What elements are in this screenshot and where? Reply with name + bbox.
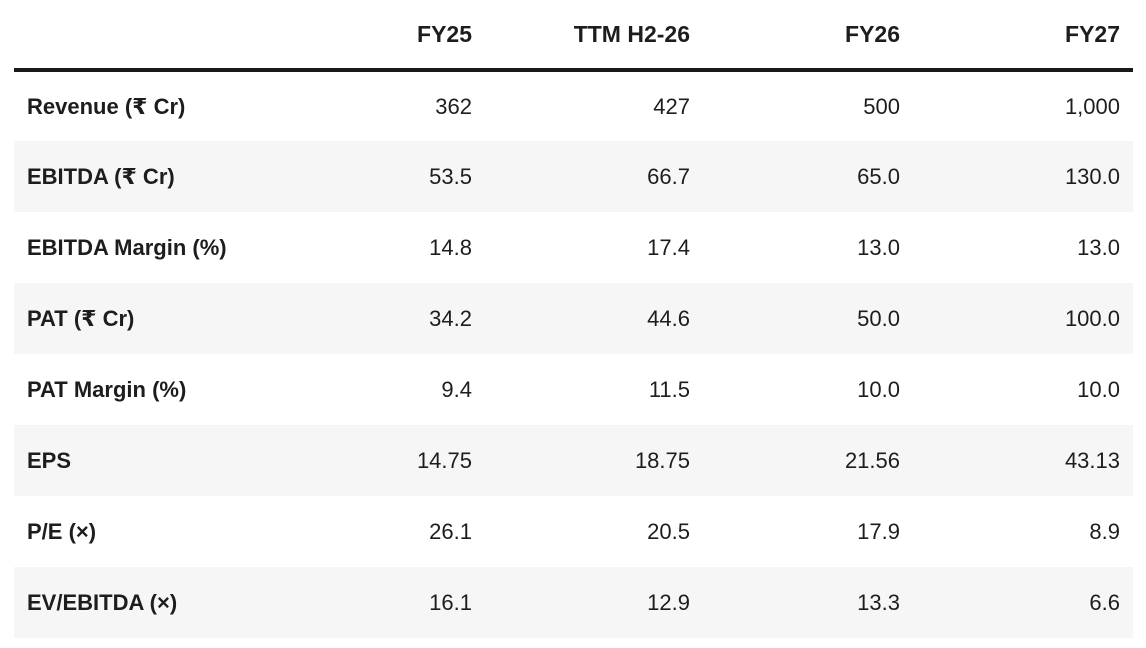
cell-value: 100.0 bbox=[1064, 305, 1120, 331]
cell-value: 21.56 bbox=[844, 447, 900, 473]
cell-value: 20.5 bbox=[647, 518, 690, 544]
cell-value: 10.0 bbox=[857, 376, 900, 402]
cell-value: 16.1 bbox=[429, 589, 472, 615]
cell-value: 26.1 bbox=[429, 518, 472, 544]
table-row: Revenue (₹ Cr) 362 427 500 1,000 bbox=[14, 70, 1133, 141]
row-label: P/E (×) bbox=[27, 518, 97, 544]
cell-value: 53.5 bbox=[429, 163, 472, 189]
table-row: P/E (×) 26.1 20.5 17.9 8.9 bbox=[14, 496, 1133, 567]
col-header-fy25: FY25 bbox=[417, 20, 472, 47]
cell-value: 14.75 bbox=[416, 447, 472, 473]
cell-value: 9.4 bbox=[441, 376, 472, 402]
cell-value: 130.0 bbox=[1064, 163, 1120, 189]
cell-value: 17.4 bbox=[647, 234, 690, 260]
cell-value: 18.75 bbox=[634, 447, 690, 473]
table-row: EV/EBITDA (×) 16.1 12.9 13.3 6.6 bbox=[14, 567, 1133, 638]
cell-value: 12.9 bbox=[647, 589, 690, 615]
table-row: EBITDA (₹ Cr) 53.5 66.7 65.0 130.0 bbox=[14, 141, 1133, 212]
cell-value: 13.0 bbox=[1077, 234, 1120, 260]
cell-value: 362 bbox=[435, 93, 472, 119]
cell-value: 13.3 bbox=[857, 589, 900, 615]
col-header-fy27: FY27 bbox=[1065, 20, 1120, 47]
cell-value: 427 bbox=[653, 93, 690, 119]
row-label: EV/EBITDA (×) bbox=[27, 589, 178, 615]
cell-value: 43.13 bbox=[1064, 447, 1120, 473]
cell-value: 1,000 bbox=[1064, 93, 1120, 119]
cell-value: 65.0 bbox=[857, 163, 900, 189]
table-row: PAT Margin (%) 9.4 11.5 10.0 10.0 bbox=[14, 354, 1133, 425]
financials-table: FY25 TTM H2-26 FY26 FY27 Revenue (₹ Cr) 3… bbox=[14, 0, 1133, 638]
table-row: EPS 14.75 18.75 21.56 43.13 bbox=[14, 425, 1133, 496]
cell-value: 44.6 bbox=[647, 305, 690, 331]
cell-value: 13.0 bbox=[857, 234, 900, 260]
row-label: EPS bbox=[27, 447, 72, 473]
cell-value: 8.9 bbox=[1089, 518, 1120, 544]
cell-value: 6.6 bbox=[1089, 589, 1120, 615]
row-label: EBITDA (₹ Cr) bbox=[27, 163, 175, 189]
financials-table-grid: FY25 TTM H2-26 FY26 FY27 Revenue (₹ Cr) 3… bbox=[14, 0, 1133, 638]
cell-value: 34.2 bbox=[429, 305, 472, 331]
col-header-fy26: FY26 bbox=[845, 20, 900, 47]
row-label-header bbox=[14, 0, 354, 70]
row-label: Revenue (₹ Cr) bbox=[27, 93, 186, 119]
cell-value: 14.8 bbox=[429, 234, 472, 260]
header-row: FY25 TTM H2-26 FY26 FY27 bbox=[14, 0, 1133, 70]
cell-value: 66.7 bbox=[647, 163, 690, 189]
row-label: EBITDA Margin (%) bbox=[27, 234, 227, 260]
row-label: PAT Margin (%) bbox=[27, 376, 187, 402]
cell-value: 50.0 bbox=[857, 305, 900, 331]
cell-value: 11.5 bbox=[648, 376, 690, 402]
col-header-ttm-h2-26: TTM H2-26 bbox=[573, 20, 690, 47]
cell-value: 10.0 bbox=[1077, 376, 1120, 402]
table-row: EBITDA Margin (%) 14.8 17.4 13.0 13.0 bbox=[14, 212, 1133, 283]
cell-value: 500 bbox=[863, 93, 900, 119]
cell-value: 17.9 bbox=[857, 518, 900, 544]
row-label: PAT (₹ Cr) bbox=[27, 305, 135, 331]
table-row: PAT (₹ Cr) 34.2 44.6 50.0 100.0 bbox=[14, 283, 1133, 354]
